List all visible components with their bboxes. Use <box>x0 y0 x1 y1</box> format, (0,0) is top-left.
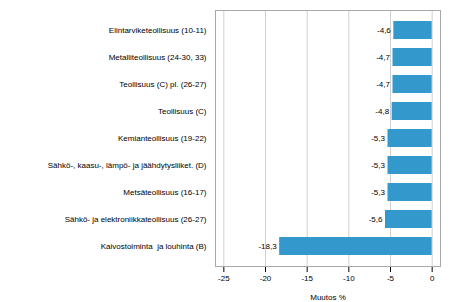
svg-text:-4,8: -4,8 <box>375 107 389 116</box>
svg-text:-18,3: -18,3 <box>258 242 277 251</box>
svg-text:Metalliteollisuus (24-30, 33): Metalliteollisuus (24-30, 33) <box>109 53 207 62</box>
svg-text:0: 0 <box>430 274 435 283</box>
svg-text:Teollisuus (C) pl. (26-27): Teollisuus (C) pl. (26-27) <box>119 80 206 89</box>
svg-text:-10: -10 <box>343 274 355 283</box>
svg-text:-5: -5 <box>387 274 395 283</box>
svg-text:Teollisuus (C): Teollisuus (C) <box>158 107 207 116</box>
svg-text:Muutos %: Muutos % <box>310 293 346 302</box>
svg-text:-5,3: -5,3 <box>371 161 385 170</box>
svg-text:Elintarviketeollisuus (10-11): Elintarviketeollisuus (10-11) <box>109 26 207 35</box>
svg-text:Sähkö-, kaasu-, lämpö- ja jääh: Sähkö-, kaasu-, lämpö- ja jäähdytysliike… <box>48 161 207 170</box>
svg-text:Kemianteollisuus (19-22): Kemianteollisuus (19-22) <box>118 134 207 143</box>
svg-text:-25: -25 <box>218 274 230 283</box>
svg-text:Kaivostoiminta ja louhinta (B: Kaivostoiminta ja louhinta (B) <box>101 242 207 251</box>
svg-text:-5,6: -5,6 <box>369 215 383 224</box>
svg-text:-4,7: -4,7 <box>376 80 390 89</box>
svg-text:-5,3: -5,3 <box>371 188 385 197</box>
svg-text:-15: -15 <box>301 274 313 283</box>
svg-text:-5,3: -5,3 <box>371 134 385 143</box>
svg-text:Metsäteollisuus (16-17): Metsäteollisuus (16-17) <box>123 188 206 197</box>
svg-text:-4,6: -4,6 <box>377 26 391 35</box>
svg-text:-4,7: -4,7 <box>376 53 390 62</box>
svg-text:-20: -20 <box>260 274 272 283</box>
svg-text:Sähkö- ja elektroniikkateollis: Sähkö- ja elektroniikkateollisuus (26-27… <box>65 215 207 224</box>
